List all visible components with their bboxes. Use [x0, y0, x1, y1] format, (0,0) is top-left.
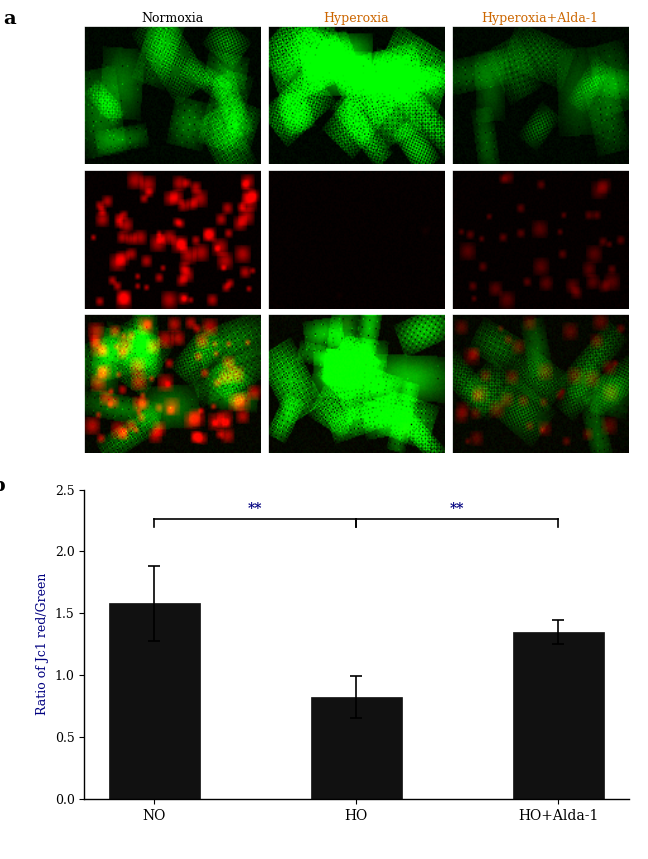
Y-axis label: JC1 Monomer: JC1 Monomer	[76, 95, 85, 168]
Y-axis label: JC1 Aggregate: JC1 Aggregate	[76, 240, 85, 316]
Text: a: a	[3, 10, 16, 28]
Title: Normoxia: Normoxia	[141, 12, 203, 25]
Y-axis label: Merge: Merge	[76, 383, 85, 418]
Title: Hyperoxia: Hyperoxia	[323, 12, 389, 25]
Title: Hyperoxia+Alda-1: Hyperoxia+Alda-1	[481, 12, 599, 25]
Y-axis label: Ratio of Jc1 red/Green: Ratio of Jc1 red/Green	[36, 573, 49, 716]
Text: **: **	[248, 502, 262, 515]
Text: b: b	[0, 478, 5, 496]
Bar	[513, 632, 604, 799]
Text: **: **	[450, 502, 465, 515]
Bar	[311, 698, 402, 799]
Bar	[109, 603, 200, 799]
